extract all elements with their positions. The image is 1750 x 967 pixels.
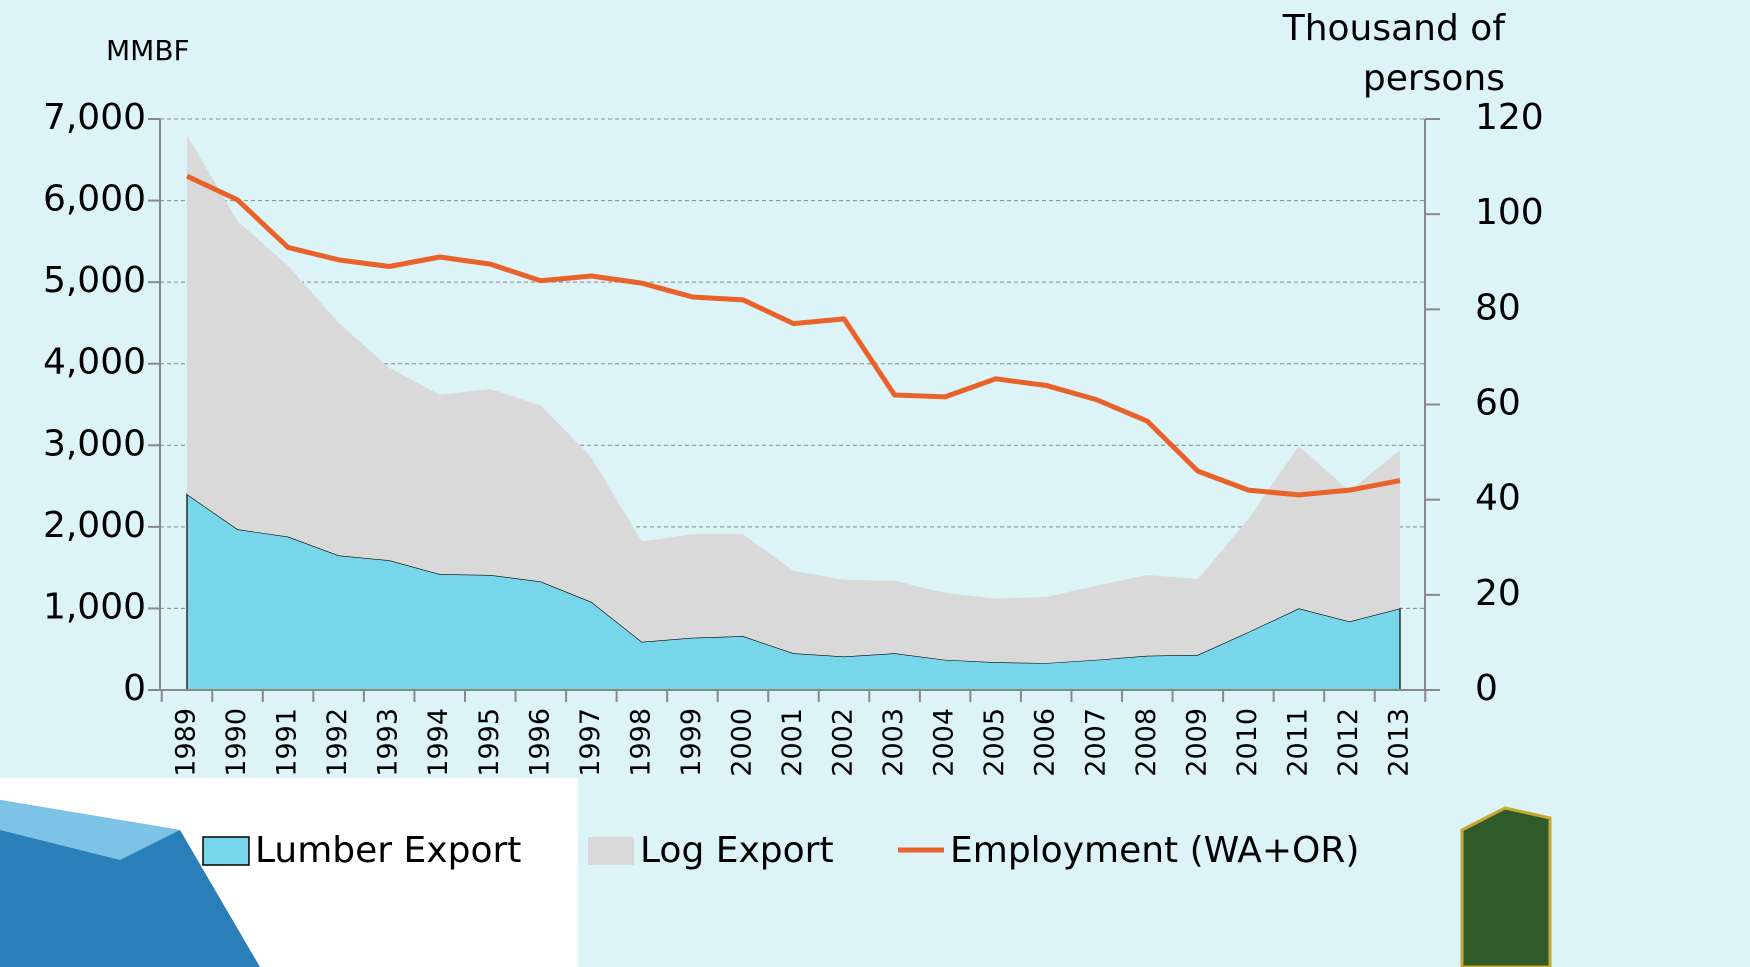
x-tick-label: 2008	[1131, 708, 1162, 777]
y2-tick-label: 120	[1475, 97, 1544, 138]
x-tick-label: 1994	[423, 708, 454, 777]
line	[185, 173, 1401, 498]
x-tick-label: 1993	[373, 708, 404, 777]
area	[187, 135, 1400, 664]
legend-label: Log Export	[640, 830, 834, 871]
y2-tick-label: 0	[1475, 668, 1498, 709]
y-tick-label: 1,000	[43, 586, 146, 627]
x-tick-label: 2012	[1333, 708, 1364, 777]
legend-label: Employment (WA+OR)	[950, 830, 1359, 871]
logo	[1460, 806, 1552, 967]
x-tick-label: 1999	[676, 708, 707, 777]
y-tick-label: 5,000	[43, 260, 146, 301]
legend-swatch	[588, 837, 634, 865]
decoration	[0, 800, 180, 860]
y-axis-label: MMBF	[106, 34, 190, 67]
x-tick-label: 2003	[878, 708, 909, 777]
y2-tick-label: 60	[1475, 383, 1521, 424]
x-tick-label: 2011	[1282, 708, 1313, 777]
x-tick-label: 1990	[221, 708, 252, 777]
x-tick-label: 1992	[322, 708, 353, 777]
x-tick-label: 1991	[272, 708, 303, 777]
y-tick-label: 2,000	[43, 505, 146, 546]
y-tick-label: 7,000	[43, 97, 146, 138]
legend-swatch	[202, 836, 250, 866]
x-tick-label: 2013	[1384, 708, 1415, 777]
x-tick-label: 2009	[1181, 708, 1212, 777]
x-tick-label: 1997	[575, 708, 606, 777]
x-tick-label: 2004	[929, 708, 960, 777]
x-tick-label: 2001	[777, 708, 808, 777]
x-tick-label: 2000	[726, 708, 757, 777]
y2-tick-label: 100	[1475, 192, 1544, 233]
y-tick-label: 4,000	[43, 342, 146, 383]
x-tick-label: 2005	[979, 708, 1010, 777]
x-tick-label: 2006	[1030, 708, 1061, 777]
y2-axis-label: Thousand of persons	[1282, 8, 1505, 99]
y-tick-label: 3,000	[43, 423, 146, 464]
y2-tick-label: 80	[1475, 287, 1521, 328]
x-tick-label: 1995	[474, 708, 505, 777]
y-tick-label: 0	[123, 668, 146, 709]
y2-tick-label: 40	[1475, 478, 1521, 519]
x-tick-label: 2002	[828, 708, 859, 777]
y2-tick-label: 20	[1475, 573, 1521, 614]
x-tick-label: 2007	[1080, 708, 1111, 777]
x-tick-label: 1989	[171, 708, 202, 777]
legend-label: Lumber Export	[255, 830, 521, 871]
x-tick-label: 1996	[524, 708, 555, 777]
x-tick-label: 2010	[1232, 708, 1263, 777]
x-tick-label: 1998	[625, 708, 656, 777]
y-tick-label: 6,000	[43, 179, 146, 220]
